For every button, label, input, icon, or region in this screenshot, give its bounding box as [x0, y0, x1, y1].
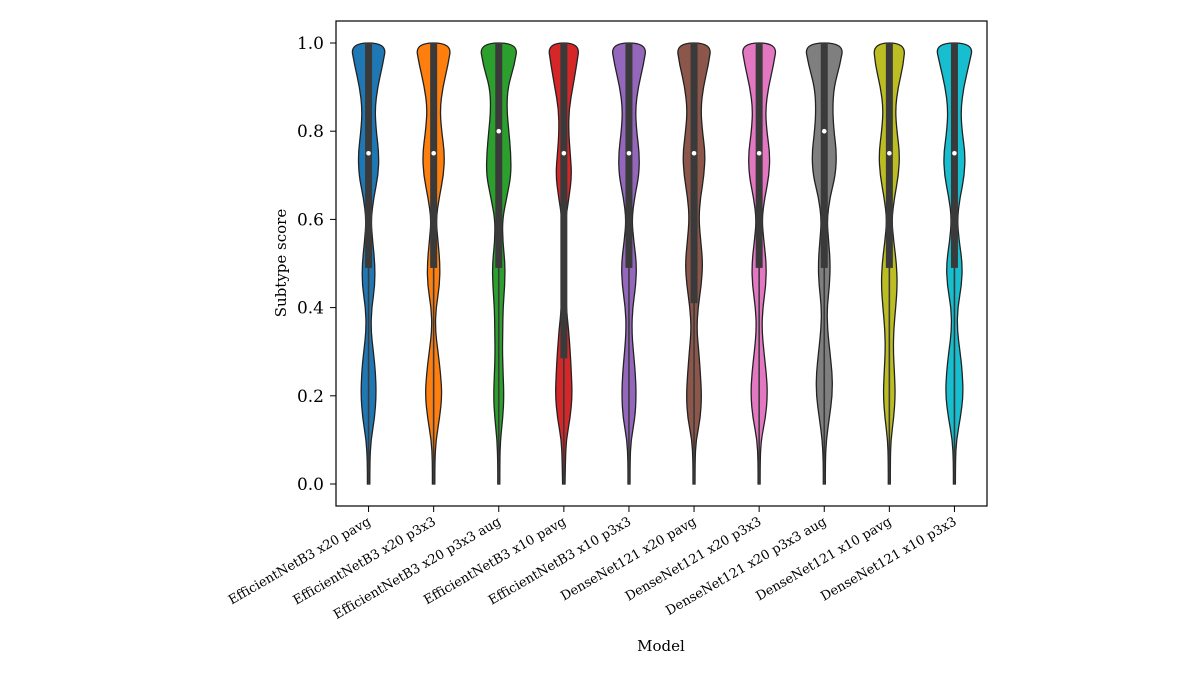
violin-5: [612, 42, 646, 485]
violin-median: [431, 150, 436, 156]
violin-median: [887, 150, 892, 156]
x-axis-title: Model: [637, 637, 685, 655]
violin-7: [742, 42, 777, 485]
violin-3: [480, 42, 517, 485]
y-tick-label: 0.4: [297, 299, 324, 319]
y-tick-label: 0.0: [297, 475, 324, 495]
violin-median: [756, 150, 762, 156]
y-axis: 0.0 0.2 0.4 0.6 0.8 1.0: [297, 34, 336, 495]
violin-10: [936, 42, 973, 485]
violin-iqr-box: [495, 43, 503, 268]
violin-2: [416, 42, 451, 485]
violin-median: [821, 128, 827, 134]
violin-median: [561, 150, 567, 156]
violin-median: [691, 150, 697, 156]
violin-median: [952, 150, 957, 156]
violin-median: [496, 128, 502, 134]
violin-4: [548, 42, 579, 485]
y-tick-label: 0.2: [297, 387, 324, 407]
violin-iqr-box: [560, 43, 568, 359]
violin-1: [351, 42, 386, 485]
violin-iqr-box: [820, 43, 828, 268]
violin-9: [873, 42, 905, 485]
y-tick-label: 1.0: [297, 34, 324, 54]
y-tick-label: 0.6: [297, 210, 324, 230]
y-tick-label: 0.8: [297, 122, 324, 142]
violin-iqr-box: [690, 43, 698, 304]
y-axis-title: Subtype score: [272, 209, 290, 318]
violin-8: [805, 42, 843, 485]
violin-median: [626, 150, 632, 156]
violins-group: [351, 42, 973, 485]
plot-frame: [335, 20, 988, 507]
violin-median: [366, 150, 371, 156]
violin-6: [677, 42, 711, 485]
